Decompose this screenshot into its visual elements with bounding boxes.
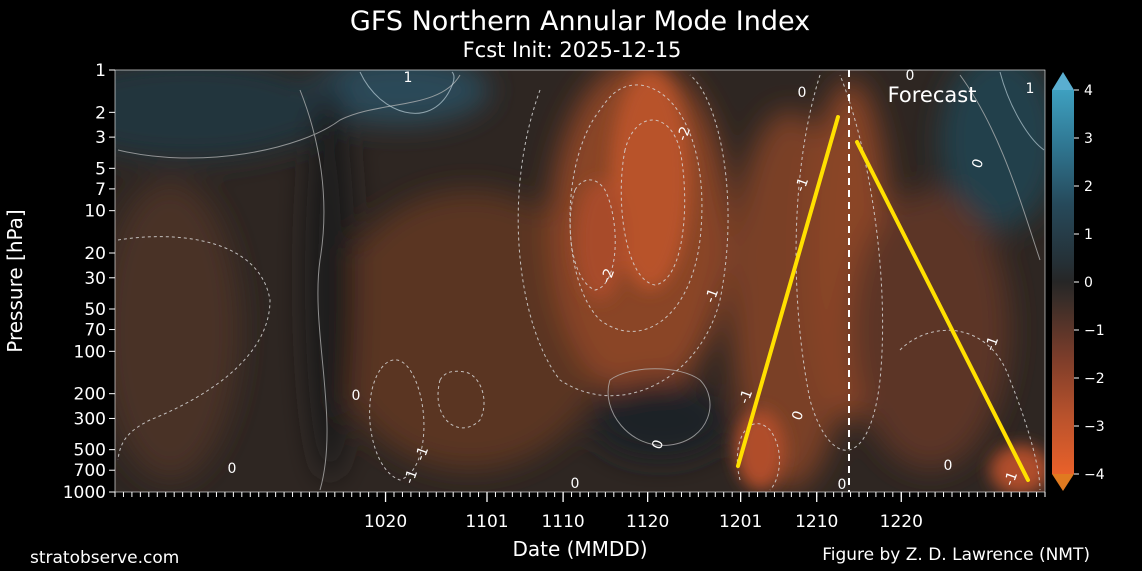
contour-zero [607, 368, 711, 446]
colorbar-tick-label: 4 [1084, 83, 1093, 99]
contour-label: 0 [798, 85, 807, 101]
contour-negative [736, 423, 780, 491]
footer-credit: Figure by Z. D. Lawrence (NMT) [822, 545, 1090, 565]
field-blob-negative [850, 190, 1010, 470]
colorbar-tick-label: −1 [1084, 323, 1105, 339]
colorbar: 4 3 2 1 0 −1 −2 −3 −4 [1052, 72, 1105, 491]
y-tick-label: 5 [95, 159, 106, 179]
y-tick-label: 2 [95, 103, 106, 123]
contour-zero [117, 74, 461, 159]
contour-label: -1 [736, 387, 756, 406]
contour-label: -1 [792, 175, 812, 194]
contour-label: -1 [412, 444, 432, 463]
y-tick-label: 1 [95, 61, 106, 81]
contour-negative [899, 329, 1041, 491]
colorbar-tick-label: 0 [1084, 275, 1093, 291]
y-axis-label: Pressure [hPa] [3, 209, 27, 352]
y-tick-label: 1000 [63, 483, 106, 503]
contour-negative [117, 236, 271, 461]
y-tick-label: 7 [95, 180, 106, 200]
contour-label: -1 [702, 286, 722, 305]
colorbar-top-arrow [1052, 72, 1074, 90]
field-blob-neutral [590, 380, 730, 460]
contour-negative [795, 74, 884, 451]
y-tick-label: 50 [84, 300, 106, 320]
x-tick-label: 1220 [880, 512, 923, 532]
x-tick-label: 1201 [719, 512, 762, 532]
y-tick-label: 3 [95, 128, 106, 148]
contour-label: 0 [228, 461, 237, 477]
contour-label: 1 [1026, 81, 1035, 97]
contour-label: -1 [401, 467, 421, 486]
field-blob-negative [330, 190, 610, 470]
highlight-line-rising [736, 115, 840, 468]
contour-label: -1 [1001, 469, 1021, 488]
y-tick-label: 500 [74, 441, 106, 461]
y-tick-label: 30 [84, 269, 106, 289]
contour-zero [299, 89, 328, 491]
colorbar-tick-label: 2 [1084, 179, 1093, 195]
highlight-line-falling [855, 140, 1030, 482]
field-blob-positive [115, 70, 330, 160]
footer-source: stratobserve.com [30, 548, 179, 568]
x-tick-label: 1110 [541, 512, 584, 532]
x-tick-label: 1101 [465, 512, 508, 532]
y-tick-label: 700 [74, 461, 106, 481]
contour-label: 0 [906, 68, 915, 84]
chart-subtitle: Fcst Init: 2025-12-15 [463, 38, 682, 62]
colorbar-bottom-arrow [1052, 474, 1074, 491]
x-tick-label: 1020 [364, 512, 407, 532]
field-core-negative [990, 445, 1045, 492]
colorbar-tick-label: 3 [1084, 131, 1093, 147]
highlight-lines [736, 115, 1030, 482]
contour-label: 1 [404, 70, 413, 86]
y-tick-label: 200 [74, 385, 106, 405]
contour-negative [569, 179, 616, 291]
contour-label: 0 [944, 458, 953, 474]
field-core-negative [610, 70, 690, 290]
y-tick-label: 100 [74, 342, 106, 362]
colorbar-ticks: 4 3 2 1 0 −1 −2 −3 −4 [1074, 83, 1105, 483]
colorbar-gradient [1052, 90, 1074, 474]
field-blob-neutral [305, 80, 355, 480]
y-tick-label: 70 [84, 321, 106, 341]
contour-negative [620, 119, 686, 286]
contour-label: -1 [982, 334, 1002, 353]
field-blob-negative [115, 180, 240, 480]
colorbar-tick-label: −4 [1084, 467, 1105, 483]
contour-positive [999, 71, 1045, 151]
contour-label: -2 [674, 124, 694, 143]
contour-label: 0 [571, 476, 580, 492]
contour-label: -2 [598, 266, 618, 285]
contour-label: 0 [352, 388, 361, 404]
contour-negative [437, 370, 485, 429]
contour-negative [569, 84, 703, 332]
field-blob-positive [310, 70, 490, 125]
contour-negative [517, 74, 729, 397]
colorbar-tick-label: −3 [1084, 419, 1105, 435]
field-core-negative [575, 180, 625, 300]
field-shading [115, 70, 1045, 492]
contour-label: 0 [838, 477, 847, 493]
contour-zero [959, 74, 1041, 261]
x-tick-label: 1120 [626, 512, 669, 532]
y-tick-label: 300 [74, 409, 106, 429]
x-axis: 1020 1101 1110 1120 1201 1210 1220 [114, 492, 1046, 532]
colorbar-tick-label: 1 [1084, 227, 1093, 243]
y-tick-label: 10 [84, 202, 106, 222]
x-tick-label: 1210 [795, 512, 838, 532]
colorbar-tick-label: −2 [1084, 371, 1105, 387]
x-axis-label: Date (MMDD) [512, 537, 647, 561]
forecast-label: Forecast [888, 83, 977, 107]
contour-negative [369, 359, 425, 481]
chart-title: GFS Northern Annular Mode Index [350, 6, 810, 37]
field-blob-positive [940, 70, 1045, 230]
contour-positive [359, 71, 455, 114]
y-tick-label: 20 [84, 244, 106, 264]
